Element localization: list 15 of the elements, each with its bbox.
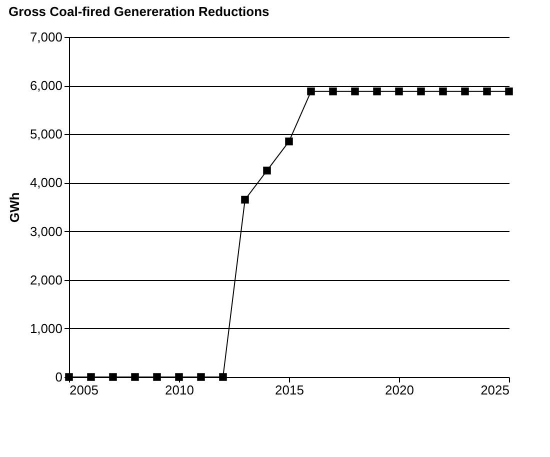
y-tick-label: 0 bbox=[55, 370, 62, 384]
y-tick-label: 1,000 bbox=[30, 320, 62, 336]
x-tick-label: 2015 bbox=[275, 382, 304, 398]
x-tick-label: 2020 bbox=[385, 382, 414, 398]
y-tick-label: 2,000 bbox=[30, 272, 62, 288]
y-axis-title: GWh bbox=[6, 192, 22, 223]
y-tick-label: 6,000 bbox=[30, 78, 62, 94]
y-tick-label: 7,000 bbox=[30, 30, 62, 44]
y-tick-label: 3,000 bbox=[30, 224, 62, 239]
chart-title: Gross Coal-fired Genereration Reductions bbox=[8, 4, 270, 19]
x-tick-label: 2010 bbox=[165, 382, 194, 398]
x-tick-label: 2025 bbox=[480, 382, 510, 398]
y-tick-label: 4,000 bbox=[30, 175, 62, 190]
x-tick-label: 2005 bbox=[70, 382, 98, 398]
y-tick-label: 5,000 bbox=[30, 126, 62, 142]
